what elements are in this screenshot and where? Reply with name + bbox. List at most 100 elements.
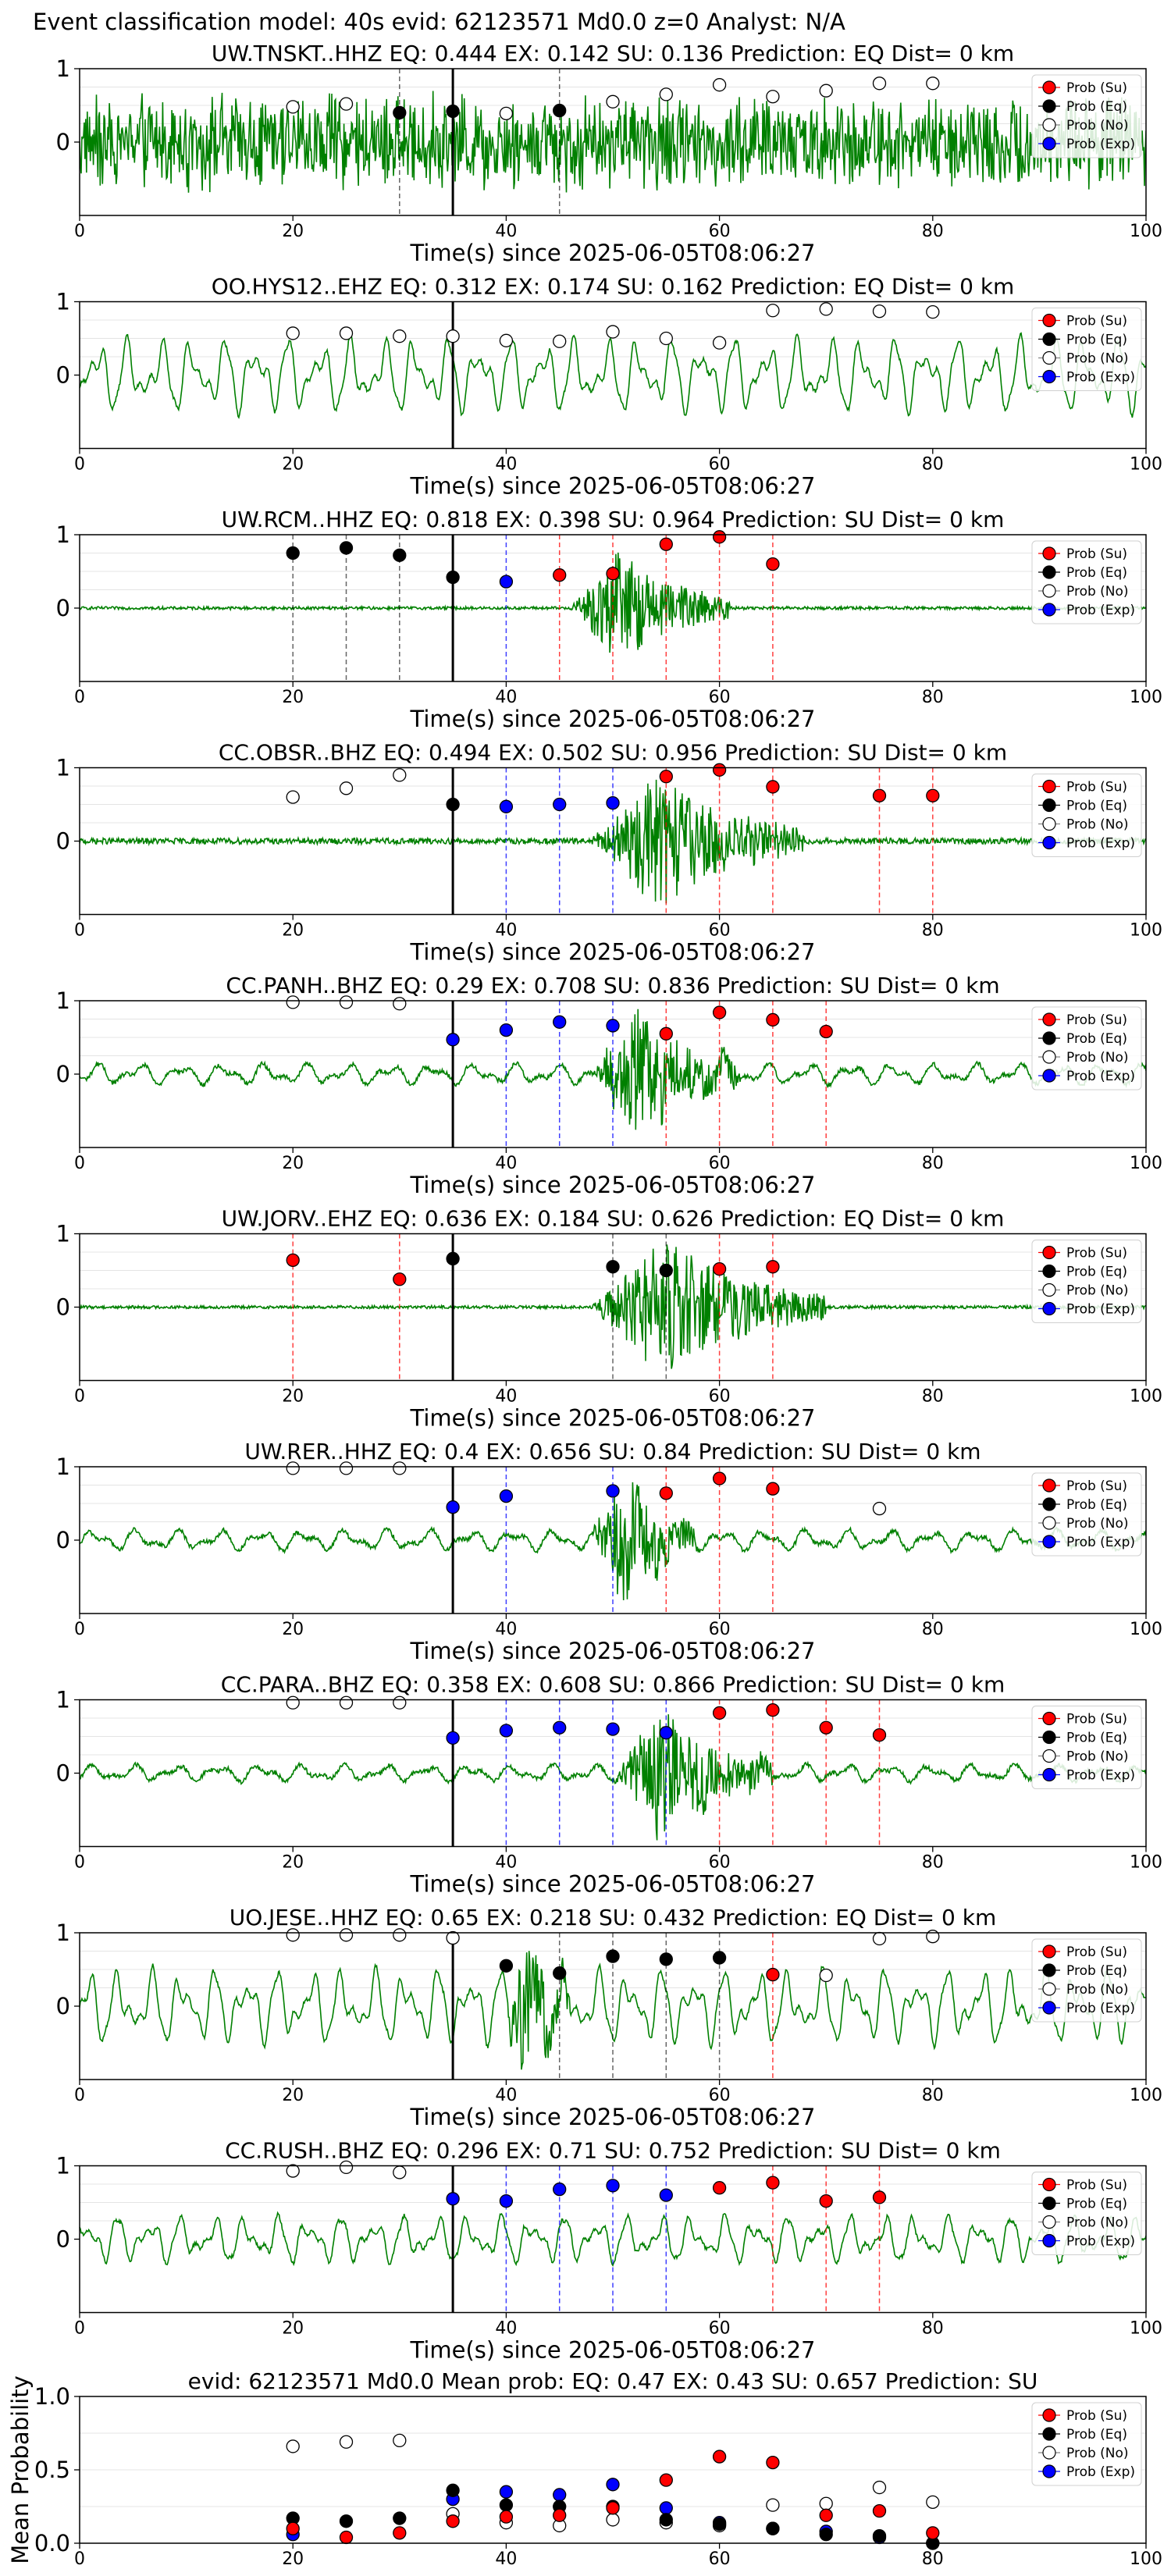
x-tick-label: 100: [1130, 2549, 1162, 2569]
legend-marker-eq: [1042, 1264, 1056, 1279]
legend-frame: [1031, 1006, 1142, 1091]
panel-title: UW.TNSKT..HHZ EQ: 0.444 EX: 0.142 SU: 0.…: [212, 41, 1014, 66]
legend-label-exp: Prob (Exp): [1066, 2464, 1135, 2480]
legend-frame: [1031, 74, 1142, 158]
legend-marker-no: [1042, 118, 1056, 132]
prob-marker-exp: [446, 1500, 460, 1514]
legend-marker-no: [1042, 2446, 1056, 2460]
prob-marker-su: [553, 568, 567, 582]
station-panel: OO.HYS12..EHZ EQ: 0.312 EX: 0.174 SU: 0.…: [56, 274, 1162, 500]
legend-frame: [1031, 540, 1142, 624]
prob-marker-su: [659, 537, 673, 551]
legend-label-eq: Prob (Eq): [1066, 2427, 1127, 2443]
prob-marker-su: [712, 1261, 727, 1276]
prob-marker-su: [553, 2508, 567, 2522]
legend-label-su: Prob (Su): [1066, 1712, 1127, 1727]
prob-marker-eq: [872, 2528, 887, 2543]
legend-label-no: Prob (No): [1066, 584, 1129, 600]
prob-marker-no: [926, 1930, 940, 1944]
legend-label-su: Prob (Su): [1066, 546, 1127, 562]
legend-marker-exp: [1042, 369, 1056, 384]
y-tick-label: 1: [56, 1453, 70, 1480]
legend-marker-no: [1042, 1283, 1056, 1297]
prob-marker-no: [553, 334, 567, 348]
prob-marker-su: [872, 1727, 887, 1742]
prob-marker-exp: [553, 2182, 567, 2197]
x-tick-label: 20: [282, 1853, 304, 1873]
prob-marker-exp: [606, 2179, 620, 2193]
legend-label-su: Prob (Su): [1066, 80, 1127, 96]
panel-title: CC.RUSH..BHZ EQ: 0.296 EX: 0.71 SU: 0.75…: [225, 2138, 1001, 2164]
prob-marker-eq: [393, 2511, 407, 2525]
station-panel: CC.PARA..BHZ EQ: 0.358 EX: 0.608 SU: 0.8…: [56, 1672, 1162, 1898]
x-tick-label: 100: [1130, 455, 1162, 475]
prob-marker-exp: [499, 1023, 514, 1037]
prob-marker-no: [339, 1695, 354, 1710]
prob-marker-su: [819, 2194, 833, 2208]
prob-marker-eq: [606, 1260, 620, 1274]
panel-title: evid: 62123571 Md0.0 Mean prob: EQ: 0.47…: [188, 2368, 1038, 2394]
station-panel: UO.JESE..HHZ EQ: 0.65 EX: 0.218 SU: 0.43…: [56, 1905, 1162, 2130]
x-tick-label: 80: [922, 921, 944, 941]
prob-marker-no: [872, 1501, 887, 1516]
legend: Prob (Su) Prob (Eq) Prob (No) Prob (Exp): [1031, 1472, 1142, 1557]
prob-marker-eq: [499, 2498, 514, 2512]
prob-marker-su: [393, 2526, 407, 2540]
legend-marker-su: [1042, 313, 1056, 328]
prob-marker-su: [712, 2181, 727, 2195]
prob-marker-su: [926, 2526, 940, 2540]
prob-marker-su: [766, 1012, 780, 1027]
prob-marker-su: [712, 1005, 727, 1019]
legend-marker-no: [1042, 584, 1056, 598]
y-tick-label: 0.0: [34, 2530, 70, 2556]
prob-marker-exp: [499, 1489, 514, 1503]
x-tick-label: 40: [495, 2549, 517, 2569]
prob-marker-no: [872, 304, 887, 318]
y-tick-label: 0: [56, 1527, 70, 1553]
x-tick-label: 80: [922, 2549, 944, 2569]
legend-marker-no: [1042, 817, 1056, 831]
x-tick-label: 40: [495, 2086, 517, 2105]
legend-marker-eq: [1042, 1963, 1056, 1977]
prob-marker-eq: [393, 548, 407, 562]
x-tick-label: 40: [495, 455, 517, 475]
prob-marker-exp: [499, 799, 514, 813]
x-tick-label: 60: [709, 222, 731, 241]
x-tick-label: 80: [922, 1154, 944, 1173]
panel-title: UW.JORV..EHZ EQ: 0.636 EX: 0.184 SU: 0.6…: [222, 1206, 1005, 1232]
legend-marker-exp: [1042, 1069, 1056, 1083]
legend-marker-eq: [1042, 1031, 1056, 1045]
legend-label-exp: Prob (Exp): [1066, 836, 1135, 852]
legend: Prob (Su) Prob (Eq) Prob (No) Prob (Exp): [1031, 308, 1142, 391]
x-tick-label: 20: [282, 1387, 304, 1407]
station-panel: UW.JORV..EHZ EQ: 0.636 EX: 0.184 SU: 0.6…: [56, 1206, 1162, 1432]
panel-title: CC.PANH..BHZ EQ: 0.29 EX: 0.708 SU: 0.83…: [226, 973, 999, 998]
station-panel: CC.RUSH..BHZ EQ: 0.296 EX: 0.71 SU: 0.75…: [56, 2138, 1162, 2364]
x-tick-label: 80: [922, 1387, 944, 1407]
x-tick-label: 0: [74, 222, 85, 241]
y-tick-label: 0.5: [34, 2457, 70, 2483]
prob-marker-su: [819, 2508, 833, 2522]
legend-label-exp: Prob (Exp): [1066, 2001, 1135, 2016]
x-tick-label: 20: [282, 921, 304, 941]
prob-marker-su: [659, 770, 673, 784]
prob-marker-exp: [553, 2488, 567, 2502]
waveform-trace: [80, 2211, 1146, 2267]
prob-marker-exp: [499, 1724, 514, 1738]
prob-marker-no: [393, 1461, 407, 1475]
legend-marker-eq: [1042, 332, 1056, 347]
prob-marker-exp: [606, 2478, 620, 2492]
legend-label-no: Prob (No): [1066, 2215, 1129, 2231]
prob-marker-su: [766, 780, 780, 794]
prob-marker-no: [339, 2435, 354, 2449]
x-axis-label: Time(s) since 2025-06-05T08:06:27: [410, 473, 816, 500]
legend-marker-su: [1042, 1012, 1056, 1026]
y-tick-label: 0: [56, 1294, 70, 1321]
x-tick-label: 100: [1130, 2319, 1162, 2339]
prob-marker-no: [606, 2513, 620, 2527]
prob-marker-exp: [446, 1033, 460, 1047]
prob-marker-eq: [446, 797, 460, 812]
legend-frame: [1031, 1938, 1142, 2023]
x-tick-label: 0: [74, 2319, 85, 2339]
legend-label-su: Prob (Su): [1066, 1478, 1127, 1494]
